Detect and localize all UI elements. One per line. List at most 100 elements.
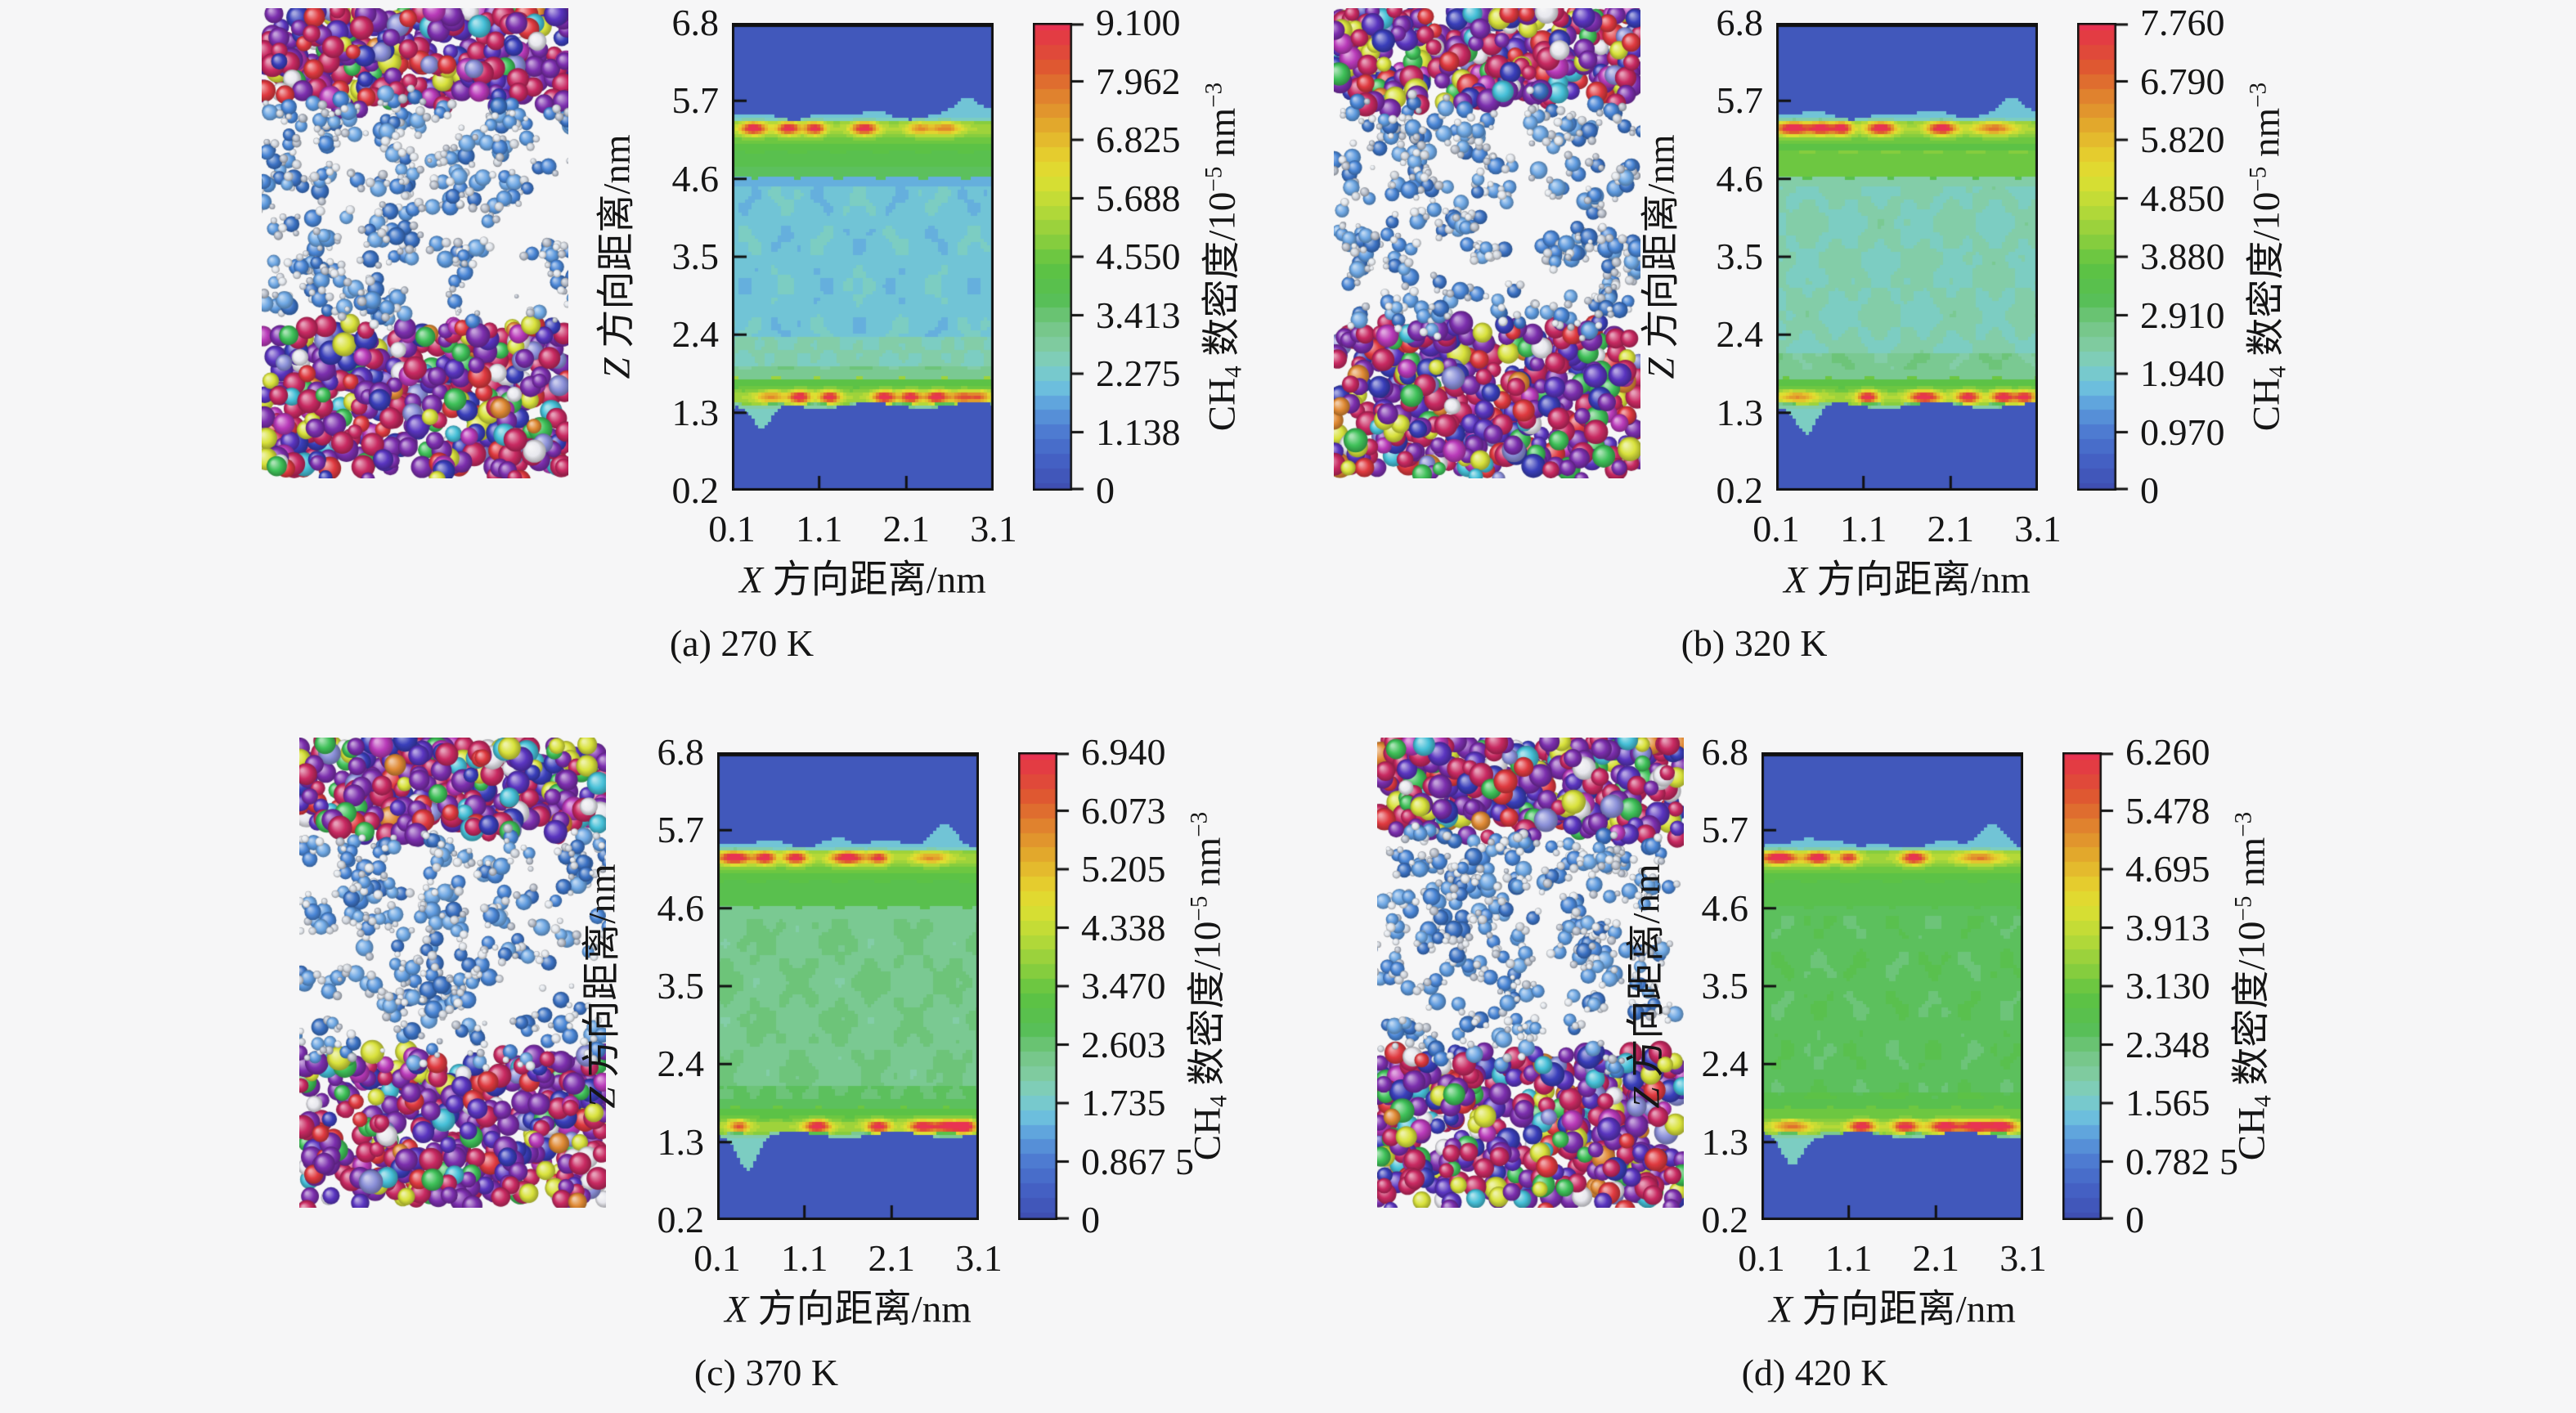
y-axis-tick-label: 5.7 bbox=[1716, 79, 1764, 122]
y-axis-tick-label: 0.2 bbox=[657, 1199, 705, 1240]
x-axis-tick-label: 1.1 bbox=[1839, 508, 1887, 550]
x-axis-tick-label: 2.1 bbox=[1912, 1237, 1960, 1279]
y-axis-tick-label: 4.6 bbox=[657, 886, 705, 929]
colorbar-tick-label: 0 bbox=[1096, 469, 1115, 511]
molecular-snapshot-canvas bbox=[262, 8, 568, 478]
y-axis-tick-label: 0.2 bbox=[1716, 469, 1764, 511]
x-axis-title-text: 方向距离/nm bbox=[747, 1288, 972, 1331]
colorbar-title: CH4 数密度/10−5 nm−3 bbox=[1180, 812, 1238, 1160]
y-axis-tick-label: 6.8 bbox=[657, 731, 705, 773]
colorbar-tick-label: 0 bbox=[2140, 469, 2159, 511]
colorbar-canvas bbox=[2062, 752, 2115, 1220]
colorbar-tick-label: 5.478 bbox=[2125, 789, 2210, 832]
colorbar-title-sub4: 4 bbox=[1205, 1095, 1232, 1107]
x-axis-tick-label: 3.1 bbox=[970, 508, 1017, 550]
x-axis-title-text: 方向距离/nm bbox=[1806, 558, 2031, 602]
y-axis-tick-label: 5.7 bbox=[657, 809, 705, 851]
y-axis-tick-label: 3.5 bbox=[1716, 236, 1764, 277]
colorbar-tick-label: 4.338 bbox=[1081, 906, 1166, 949]
colorbar-tick-label: 1.735 bbox=[1081, 1082, 1166, 1124]
colorbar-tick-label: 0.867 5 bbox=[1081, 1140, 1194, 1182]
y-axis-tick-label: 3.5 bbox=[657, 965, 705, 1007]
colorbar-title-exp3: −3 bbox=[1186, 811, 1213, 837]
x-axis-tick-label: 3.1 bbox=[2014, 508, 2062, 550]
y-axis-tick-label: 1.3 bbox=[1716, 391, 1764, 433]
colorbar-tick-label: 7.760 bbox=[2140, 2, 2225, 43]
colorbar-title: CH4 数密度/10−5 nm−3 bbox=[2239, 83, 2297, 431]
panel-caption: (b) 320 K bbox=[1681, 622, 1828, 664]
y-axis-tick-label: 5.7 bbox=[671, 79, 720, 122]
colorbar-tick-label: 5.820 bbox=[2140, 119, 2225, 160]
x-axis-tick-label: 1.1 bbox=[1824, 1237, 1873, 1279]
colorbar-tick-label: 2.275 bbox=[1096, 352, 1181, 394]
density-heatmap-canvas bbox=[1761, 752, 2023, 1220]
colorbar-tick-label: 3.413 bbox=[1096, 294, 1181, 336]
y-axis-tick-label: 1.3 bbox=[1701, 1120, 1749, 1163]
y-axis-tick-label: 6.8 bbox=[1716, 2, 1764, 43]
y-axis-tick-label: 2.4 bbox=[1701, 1043, 1749, 1085]
colorbar-tick-label: 2.348 bbox=[2125, 1023, 2210, 1065]
colorbar-tick-label: 3.130 bbox=[2125, 965, 2210, 1007]
colorbar-title-ch: CH bbox=[2245, 377, 2288, 432]
x-axis-variable: X bbox=[1784, 558, 1807, 602]
colorbar-title-sub4: 4 bbox=[2264, 366, 2291, 378]
x-axis-tick-label: 0.1 bbox=[1752, 508, 1800, 550]
y-axis-tick-label: 4.6 bbox=[671, 157, 720, 200]
y-axis-variable: Z bbox=[1640, 357, 1683, 379]
colorbar-tick-label: 6.260 bbox=[2125, 731, 2210, 773]
colorbar-title-exp3: −3 bbox=[2245, 82, 2272, 108]
colorbar-title-sub4: 4 bbox=[2250, 1095, 2277, 1107]
colorbar-tick-label: 3.470 bbox=[1081, 965, 1166, 1007]
panel-caption: (c) 370 K bbox=[693, 1352, 839, 1393]
x-axis-tick-label: 2.1 bbox=[1927, 508, 1975, 550]
x-axis-title-text: 方向距离/nm bbox=[762, 558, 986, 602]
x-axis-tick-label: 2.1 bbox=[868, 1237, 916, 1279]
x-axis-tick-label: 3.1 bbox=[1999, 1237, 2047, 1279]
colorbar-tick-label: 3.880 bbox=[2140, 236, 2225, 277]
panel-caption: (d) 420 K bbox=[1741, 1352, 1888, 1393]
x-axis-tick-label: 1.1 bbox=[795, 508, 843, 550]
colorbar-title-density: 数密度/10 bbox=[1186, 921, 1229, 1096]
colorbar-title: CH4 数密度/10−5 nm−3 bbox=[2224, 812, 2282, 1160]
x-axis-title: X 方向距离/nm bbox=[739, 558, 986, 602]
x-axis-variable: X bbox=[725, 1288, 748, 1331]
colorbar-tick-label: 0 bbox=[1081, 1199, 1100, 1240]
colorbar-tick-label: 9.100 bbox=[1096, 2, 1181, 43]
colorbar-title-density: 数密度/10 bbox=[2245, 191, 2288, 366]
x-axis-tick-label: 3.1 bbox=[955, 1237, 1003, 1279]
y-axis-variable: Z bbox=[581, 1087, 624, 1109]
colorbar-title-nm: nm bbox=[2230, 837, 2273, 896]
colorbar-tick-label: 3.913 bbox=[2125, 906, 2210, 949]
x-axis-tick-label: 0.1 bbox=[708, 508, 756, 550]
y-axis-tick-label: 1.3 bbox=[657, 1120, 705, 1163]
molecular-snapshot-canvas bbox=[1334, 8, 1640, 478]
x-axis-title: X 方向距离/nm bbox=[1769, 1290, 2016, 1330]
colorbar-title-exp5: −5 bbox=[1200, 166, 1227, 192]
colorbar-title: CH4 数密度/10−5 nm−3 bbox=[1195, 83, 1253, 431]
molecular-snapshot-canvas bbox=[299, 738, 606, 1208]
colorbar-title-nm: nm bbox=[2245, 107, 2288, 167]
panel-caption: (a) 270 K bbox=[669, 622, 815, 664]
colorbar-title-density: 数密度/10 bbox=[1200, 191, 1244, 366]
colorbar-title-nm: nm bbox=[1186, 837, 1229, 896]
colorbar-canvas bbox=[1018, 752, 1070, 1220]
colorbar-tick-label: 1.138 bbox=[1096, 410, 1181, 453]
y-axis-tick-label: 6.8 bbox=[671, 2, 720, 43]
y-axis-tick-label: 5.7 bbox=[1701, 809, 1749, 851]
colorbar-title-exp5: −5 bbox=[1186, 895, 1213, 922]
colorbar-tick-label: 4.695 bbox=[2125, 848, 2210, 890]
colorbar-canvas bbox=[1033, 23, 1085, 491]
colorbar-tick-label: 0.782 5 bbox=[2125, 1140, 2238, 1182]
y-axis-tick-label: 0.2 bbox=[1701, 1199, 1749, 1240]
y-axis-tick-label: 4.6 bbox=[1716, 157, 1764, 200]
colorbar-tick-label: 2.910 bbox=[2140, 294, 2225, 336]
density-heatmap-canvas bbox=[1776, 23, 2038, 491]
y-axis-variable: Z bbox=[595, 357, 639, 379]
colorbar-tick-label: 6.073 bbox=[1081, 789, 1166, 832]
colorbar-title-density: 数密度/10 bbox=[2230, 921, 2273, 1096]
colorbar-tick-label: 5.205 bbox=[1081, 848, 1166, 890]
colorbar-tick-label: 7.962 bbox=[1096, 60, 1181, 102]
colorbar-title-exp5: −5 bbox=[2245, 166, 2272, 192]
y-axis-tick-label: 6.8 bbox=[1701, 731, 1749, 773]
colorbar-tick-label: 4.550 bbox=[1096, 236, 1181, 277]
